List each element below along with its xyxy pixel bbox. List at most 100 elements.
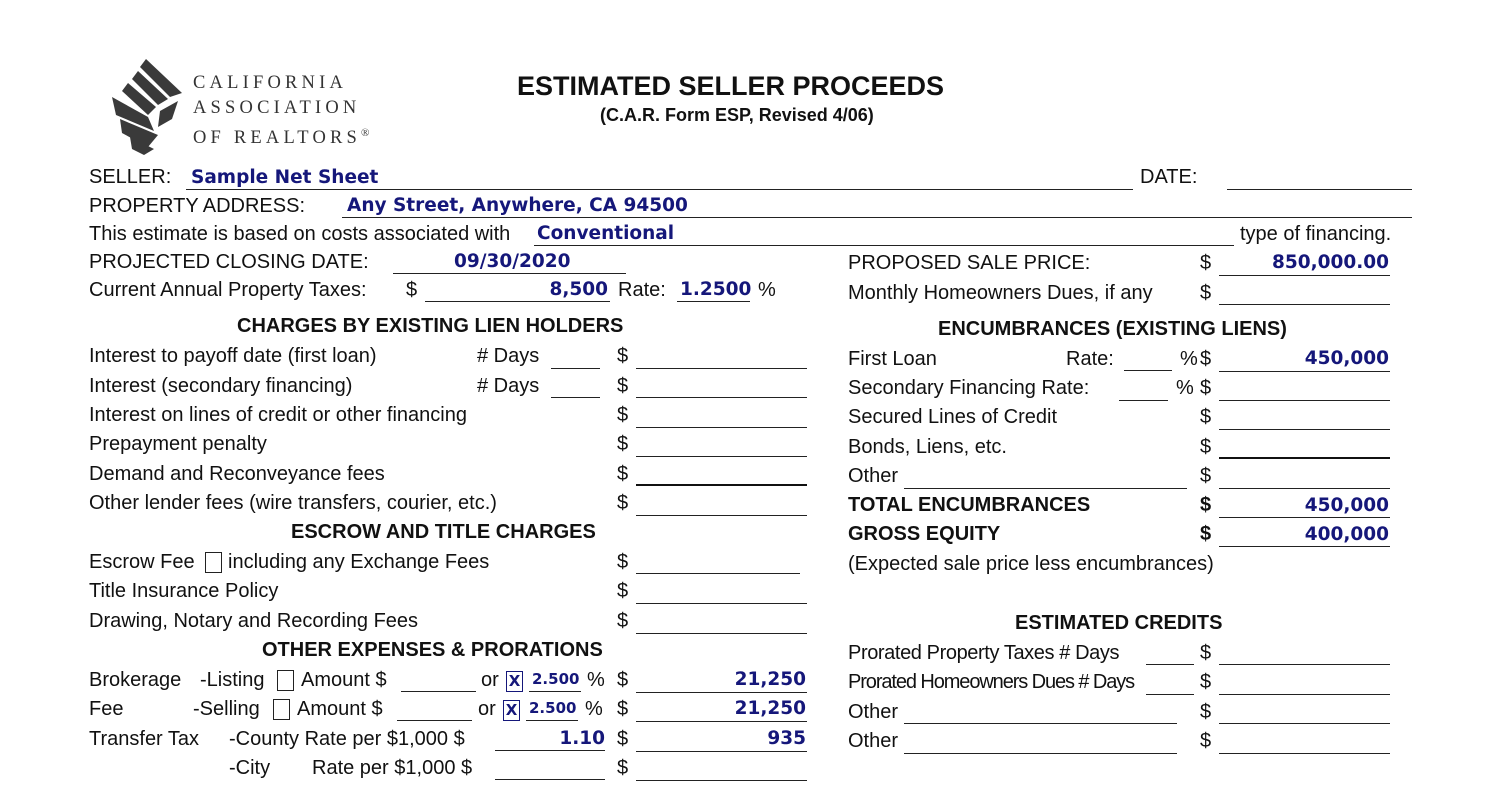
taxes-field[interactable]: 8,500: [549, 279, 608, 300]
exchange-fees-checkbox[interactable]: [205, 552, 222, 573]
sale-price-currency: $: [1200, 252, 1212, 274]
sale-price-field[interactable]: 850,000.00: [1271, 252, 1389, 273]
fee-label: Fee: [89, 698, 124, 720]
gross-equity-underline: [1219, 546, 1390, 547]
prorated-taxes-days-field[interactable]: [1146, 664, 1194, 665]
form-subtitle: (C.A.R. Form ESP, Revised 4/06): [600, 105, 874, 125]
credit-other-1-amount-field[interactable]: [1219, 723, 1390, 724]
sale-price-label: PROPOSED SALE PRICE:: [848, 252, 1091, 274]
hoa-underline: [1219, 304, 1390, 305]
seller-field[interactable]: Sample Net Sheet: [191, 167, 379, 188]
credit-other-2-desc-field[interactable]: [904, 753, 1177, 754]
gross-equity-currency: $: [1200, 523, 1212, 545]
credit-other-1-desc-field[interactable]: [904, 723, 1177, 724]
tax-rate-label: Rate:: [618, 279, 666, 301]
listing-percent-sign: %: [587, 669, 605, 691]
brokerage-label: Brokerage: [89, 669, 182, 691]
first-loan-rate-field[interactable]: [1124, 370, 1172, 371]
selling-percent-checkbox[interactable]: X: [503, 700, 520, 721]
encumbrances-heading: ENCUMBRANCES (EXISTING LIENS): [938, 318, 1287, 340]
credit-other-1-currency: $: [1200, 701, 1212, 723]
other-expenses-heading: OTHER EXPENSES & PRORATIONS: [262, 639, 603, 661]
selling-amount-field[interactable]: [397, 720, 472, 721]
selling-label: -Selling: [193, 698, 260, 720]
amount-underline: [636, 456, 807, 457]
first-loan-label: First Loan: [848, 348, 937, 370]
bonds-field[interactable]: [1219, 457, 1390, 459]
listing-amount-field[interactable]: [401, 691, 476, 692]
date-label: DATE:: [1140, 166, 1198, 188]
car-logo-mark: [112, 59, 182, 155]
listing-currency: $: [617, 669, 629, 691]
closing-date-field[interactable]: 09/30/2020: [454, 251, 571, 272]
total-encumbrances-field[interactable]: 450,000: [1304, 495, 1389, 516]
secondary-percent: %: [1176, 377, 1194, 399]
escrow-fee-currency: $: [617, 551, 629, 573]
gross-equity-field[interactable]: 400,000: [1304, 524, 1389, 545]
listing-total-underline: [636, 692, 807, 693]
prorated-hoa-currency: $: [1200, 671, 1212, 693]
seller-underline: [186, 189, 1133, 190]
county-total-field[interactable]: 935: [767, 728, 806, 749]
estimated-credits-heading: ESTIMATED CREDITS: [1015, 612, 1223, 634]
first-loan-underline: [1219, 371, 1390, 372]
selling-amount-checkbox[interactable]: [273, 699, 290, 720]
first-loan-field[interactable]: 450,000: [1304, 348, 1389, 369]
city-currency: $: [617, 757, 629, 779]
selling-percent-field[interactable]: 2.500: [529, 699, 577, 717]
county-rate-underline: [495, 750, 605, 751]
county-currency: $: [617, 728, 629, 750]
other-encumbrance-amount-field[interactable]: [1219, 488, 1390, 489]
prorated-taxes-amount-field[interactable]: [1219, 664, 1390, 665]
days-label: # Days: [477, 375, 540, 397]
credit-other-1-label: Other: [848, 701, 899, 723]
financing-suffix: type of financing.: [1240, 223, 1392, 245]
first-loan-currency: $: [1200, 348, 1212, 370]
form-title: ESTIMATED SELLER PROCEEDS: [517, 71, 945, 101]
county-rate-field[interactable]: 1.10: [559, 728, 605, 749]
hoa-label: Monthly Homeowners Dues, if any: [848, 282, 1153, 304]
amount-underline: [636, 427, 807, 428]
listing-percent-checkbox[interactable]: X: [506, 671, 523, 692]
days-field[interactable]: [551, 368, 600, 369]
closing-date-label: PROJECTED CLOSING DATE:: [89, 251, 369, 273]
bonds-currency: $: [1200, 436, 1212, 458]
prorated-hoa-amount-field[interactable]: [1219, 694, 1390, 695]
other-encumbrance-currency: $: [1200, 465, 1212, 487]
amount-underline: [636, 368, 807, 369]
gross-equity-note: (Expected sale price less encumbrances): [848, 553, 1214, 575]
other-encumbrance-desc-field[interactable]: [904, 488, 1187, 489]
secured-lines-field[interactable]: [1219, 429, 1390, 430]
escrow-row-label: Drawing, Notary and Recording Fees: [89, 610, 419, 632]
listing-amount-checkbox[interactable]: [277, 670, 294, 691]
city-rate-underline: [495, 779, 605, 780]
secondary-amount-field[interactable]: [1219, 400, 1390, 401]
property-address-field[interactable]: Any Street, Anywhere, CA 94500: [347, 195, 688, 216]
city-label: -City: [229, 757, 271, 779]
bonds-label: Bonds, Liens, etc.: [848, 436, 1007, 458]
secondary-rate-field[interactable]: [1119, 400, 1168, 401]
tax-rate-field[interactable]: 1.2500: [680, 279, 752, 300]
city-rate-label: Rate per $1,000 $: [312, 757, 473, 779]
amount-underline: [636, 603, 807, 604]
escrow-fee-field[interactable]: [636, 573, 800, 574]
amount-underline: [636, 633, 807, 634]
selling-amount-label: Amount $: [297, 698, 383, 720]
lien-row-label: Other lender fees (wire transfers, couri…: [89, 492, 497, 514]
property-underline: [342, 217, 1412, 218]
logo-line-1: CALIFORNIA: [193, 73, 348, 93]
date-underline: [1227, 189, 1412, 190]
selling-total-field[interactable]: 21,250: [734, 698, 806, 719]
secondary-financing-label: Secondary Financing Rate:: [848, 377, 1090, 399]
credit-other-2-amount-field[interactable]: [1219, 753, 1390, 754]
prorated-hoa-days-field[interactable]: [1146, 694, 1194, 695]
first-loan-percent: %: [1180, 348, 1198, 370]
other-encumbrance-label: Other: [848, 465, 899, 487]
listing-percent-field[interactable]: 2.500: [532, 670, 580, 688]
financing-type-field[interactable]: Conventional: [537, 223, 675, 244]
listing-total-field[interactable]: 21,250: [734, 669, 806, 690]
secured-lines-label: Secured Lines of Credit: [848, 406, 1058, 428]
days-field[interactable]: [551, 397, 600, 398]
row-currency: $: [617, 463, 629, 485]
listing-or-label: or: [481, 669, 499, 691]
